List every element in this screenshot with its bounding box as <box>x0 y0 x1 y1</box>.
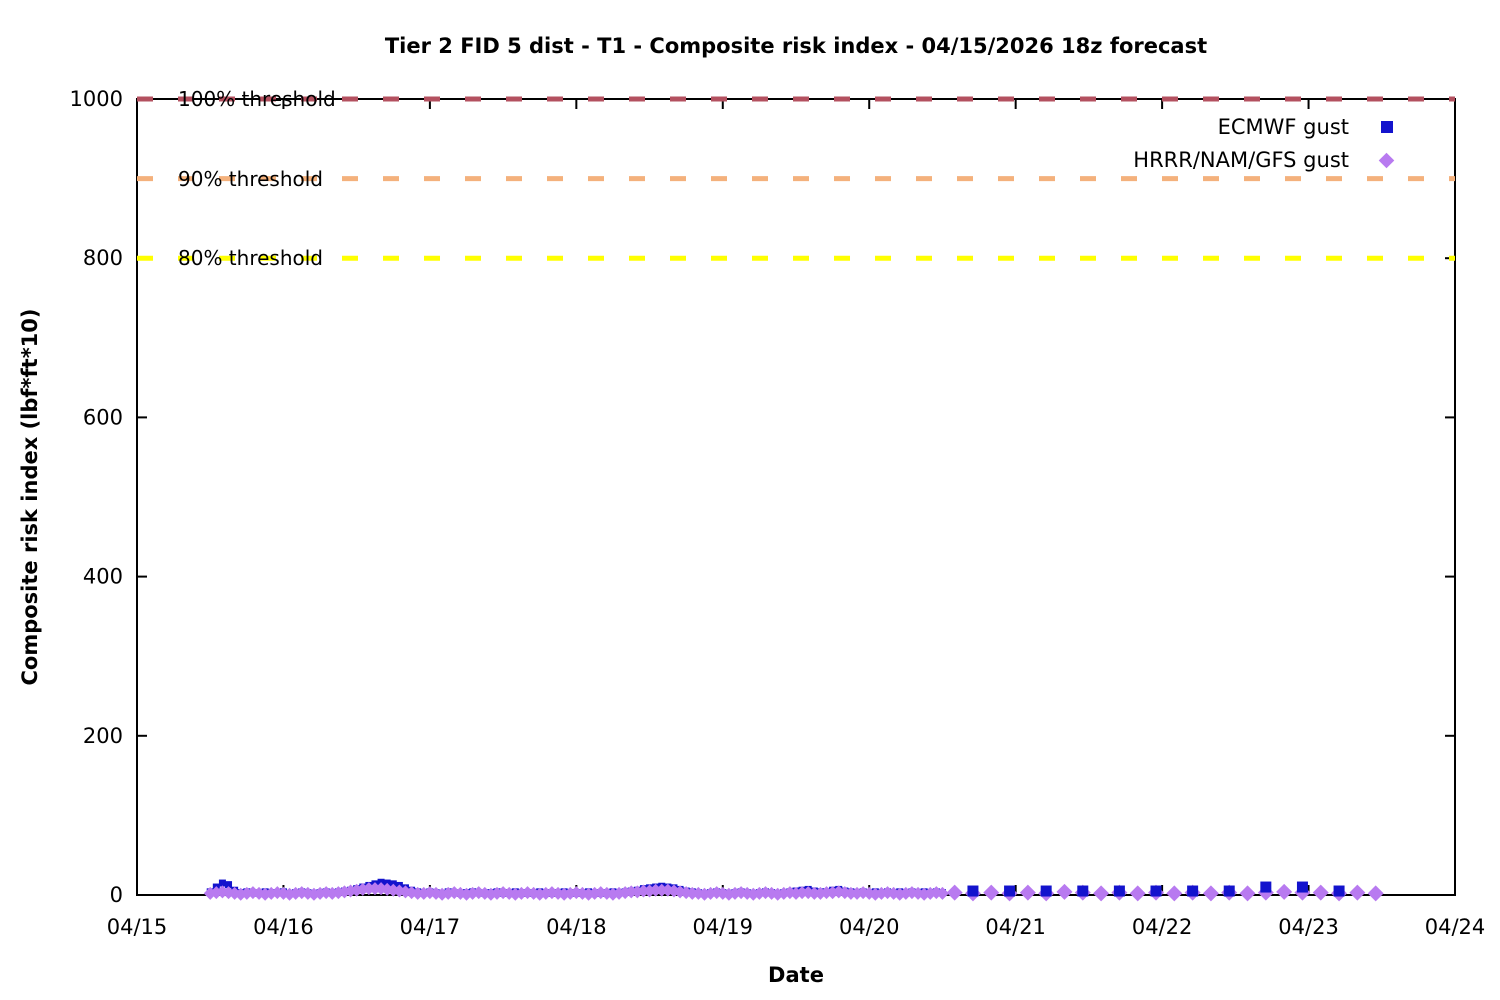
data-point-diamond <box>1367 885 1384 902</box>
data-point-diamond <box>1129 885 1146 902</box>
data-point-diamond <box>935 886 949 900</box>
data-point-diamond <box>983 884 1000 901</box>
legend-entry-hrrr: HRRR/NAM/GFS gust <box>1050 148 1400 172</box>
x-tick-label: 04/22 <box>1132 915 1193 939</box>
data-point-diamond <box>1056 883 1073 900</box>
data-point-diamond <box>1202 885 1219 902</box>
chart-title: Tier 2 FID 5 dist - T1 - Composite risk … <box>384 34 1208 58</box>
x-tick-label: 04/18 <box>546 915 607 939</box>
data-point-square <box>218 879 226 887</box>
threshold-label-80: 80% threshold <box>178 246 323 270</box>
plot-border <box>136 98 1456 896</box>
y-tick-label: 600 <box>83 405 123 429</box>
y-axis-title: Composite risk index (lbf*ft*10) <box>18 308 42 686</box>
data-point-diamond <box>946 884 963 901</box>
square-marker-icon <box>1380 121 1393 133</box>
data-point-diamond <box>1239 885 1256 902</box>
data-point-diamond <box>1166 885 1183 902</box>
threshold-label-90: 90% threshold <box>178 167 323 191</box>
x-tick-label: 04/15 <box>107 915 168 939</box>
data-point-square <box>1223 885 1235 897</box>
x-tick-label: 04/23 <box>1278 915 1339 939</box>
data-point-square <box>1040 885 1052 897</box>
threshold-label-100: 100% threshold <box>178 87 336 111</box>
diamond-marker-icon <box>1378 152 1395 168</box>
legend-entry-ecmwf: ECMWF gust <box>1050 115 1400 139</box>
data-point-square <box>1260 881 1272 893</box>
legend: ECMWF gust HRRR/NAM/GFS gust <box>1050 115 1400 172</box>
y-tick-label: 0 <box>110 883 123 907</box>
data-point-square <box>1187 885 1199 897</box>
data-point-square <box>1333 885 1345 897</box>
x-axis-title: Date <box>768 963 824 987</box>
data-point-diamond <box>1349 884 1366 901</box>
y-tick-label: 400 <box>83 565 123 589</box>
x-tick-label: 04/24 <box>1425 915 1486 939</box>
legend-marker-box <box>1379 120 1394 135</box>
x-tick-label: 04/17 <box>400 915 461 939</box>
x-tick-label: 04/16 <box>253 915 314 939</box>
data-point-diamond <box>1276 883 1293 900</box>
x-tick-label: 04/21 <box>985 915 1046 939</box>
x-tick-label: 04/19 <box>693 915 754 939</box>
y-tick-label: 200 <box>83 724 123 748</box>
legend-label-hrrr: HRRR/NAM/GFS gust <box>1133 148 1349 172</box>
data-point-square <box>1004 885 1016 897</box>
data-point-square <box>1296 881 1308 893</box>
legend-label-ecmwf: ECMWF gust <box>1217 115 1349 139</box>
y-tick-label: 800 <box>83 246 123 270</box>
x-tick-label: 04/20 <box>839 915 900 939</box>
data-point-square <box>1077 885 1089 897</box>
data-point-square <box>1113 885 1125 897</box>
data-point-square <box>967 885 979 897</box>
data-point-diamond <box>1019 884 1036 901</box>
data-point-diamond <box>1312 884 1329 901</box>
data-point-diamond <box>1093 885 1110 902</box>
y-tick-label: 1000 <box>70 87 123 111</box>
data-point-square <box>225 881 233 889</box>
legend-marker-box <box>1378 152 1395 168</box>
data-point-square <box>1150 885 1162 897</box>
